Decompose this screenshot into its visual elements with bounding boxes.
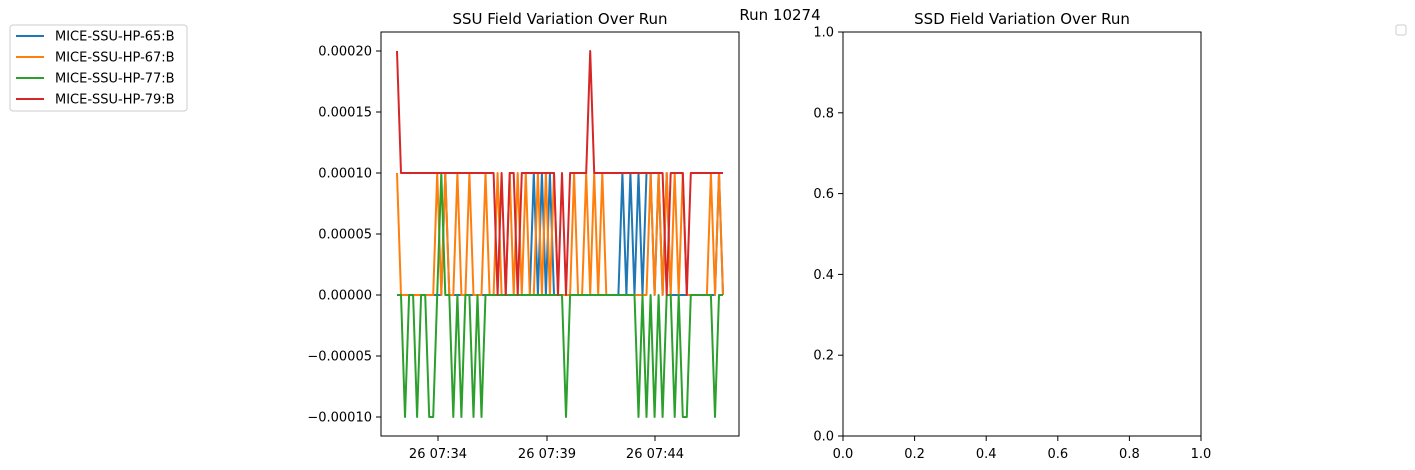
y-tick-label: 0.6 xyxy=(813,187,834,202)
legend-ssu: MICE-SSU-HP-65:B MICE-SSU-HP-67:B MICE-SSU… xyxy=(9,24,188,112)
y-tick-label: 0.00015 xyxy=(318,106,372,121)
legend-ssd-empty xyxy=(1395,24,1407,36)
y-tick-label: 1.0 xyxy=(813,26,834,41)
y-tick-label: −0.00005 xyxy=(307,350,372,365)
figure-suptitle: Run 10274 xyxy=(739,6,820,24)
x-tick-label: 26 07:34 xyxy=(409,447,467,462)
y-tick-label: 0.00000 xyxy=(318,289,372,304)
x-tick-label: 26 07:39 xyxy=(518,447,576,462)
y-tick-label: 0.4 xyxy=(813,268,834,283)
y-tick-label: 0.00010 xyxy=(318,167,372,182)
x-tick-label: 0.6 xyxy=(1047,447,1068,462)
plot-frame xyxy=(842,31,1202,437)
chart-ssd: SSD Field Variation Over Run 0.0 0.2 0.4 0.… xyxy=(813,10,1211,462)
x-tick-label: 0.2 xyxy=(904,447,925,462)
legend-label: MICE-SSU-HP-67:B xyxy=(55,51,175,66)
legend-label: MICE-SSU-HP-65:B xyxy=(55,30,175,45)
chart-title: SSU Field Variation Over Run xyxy=(452,10,667,28)
chart-ssu: SSU Field Variation Over Run 0.00020 0.00… xyxy=(307,10,740,462)
plot-frame xyxy=(380,31,740,437)
x-tick-label: 0.8 xyxy=(1119,447,1140,462)
chart-title: SSD Field Variation Over Run xyxy=(914,10,1130,28)
y-tick-label: 0.00005 xyxy=(318,228,372,243)
x-tick-label: 26 07:44 xyxy=(626,447,684,462)
y-tick-label: −0.00010 xyxy=(307,411,372,426)
x-tick-label: 0.4 xyxy=(976,447,997,462)
legend-label: MICE-SSU-HP-77:B xyxy=(55,72,175,87)
x-tick-label: 1.0 xyxy=(1191,447,1212,462)
series-line xyxy=(397,172,723,418)
y-tick-label: 0.8 xyxy=(813,106,834,121)
y-tick-label: 0.0 xyxy=(813,430,834,445)
y-tick-label: 0.00020 xyxy=(318,45,372,60)
legend-label: MICE-SSU-HP-79:B xyxy=(55,93,175,108)
y-tick-label: 0.2 xyxy=(813,349,834,364)
x-tick-label: 0.0 xyxy=(833,447,854,462)
legend-frame xyxy=(9,24,188,112)
series-line xyxy=(396,50,723,296)
